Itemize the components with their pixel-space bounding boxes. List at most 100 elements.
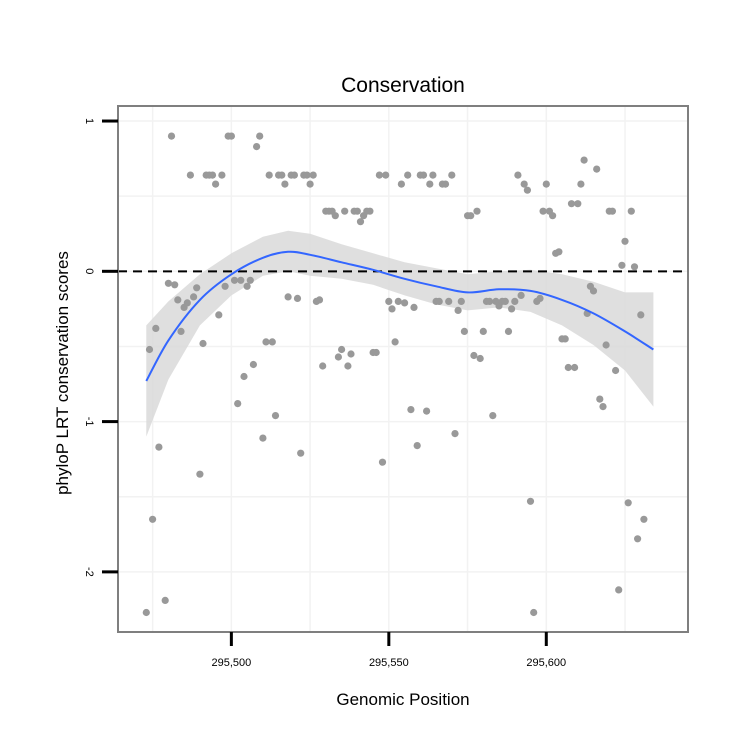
data-point — [530, 608, 538, 617]
data-point — [278, 171, 286, 179]
data-point — [319, 362, 327, 370]
data-point — [457, 297, 465, 305]
data-point — [577, 180, 585, 188]
x-axis: 295,500 295,550 295,600 — [211, 632, 566, 669]
data-point — [391, 338, 399, 346]
data-point — [435, 297, 443, 305]
data-point — [284, 293, 292, 301]
data-point — [262, 338, 270, 346]
data-point — [186, 171, 194, 179]
data-point — [366, 207, 374, 215]
data-point — [297, 449, 305, 457]
y-axis-label: phyloP LRT conservation scores — [53, 251, 72, 495]
data-point — [523, 186, 532, 194]
data-point — [404, 171, 412, 179]
data-point — [253, 143, 261, 151]
data-point — [567, 200, 576, 208]
chart-title: Conservation — [341, 74, 465, 97]
data-point — [630, 263, 639, 271]
data-point — [476, 354, 484, 363]
y-tick-label: 0 — [83, 268, 95, 274]
data-point — [504, 327, 513, 335]
data-point — [237, 276, 245, 284]
data-point — [315, 296, 324, 304]
data-point — [501, 297, 509, 305]
data-point — [536, 294, 544, 302]
data-point — [293, 294, 302, 302]
data-point — [167, 132, 176, 140]
data-point — [249, 360, 257, 369]
data-point — [555, 248, 563, 256]
data-point — [183, 299, 191, 307]
data-point — [240, 372, 248, 381]
data-point — [520, 180, 528, 188]
panel-border — [117, 105, 689, 633]
data-point — [470, 351, 478, 360]
data-point — [397, 180, 405, 188]
data-point — [164, 279, 172, 287]
data-point — [227, 132, 235, 140]
data-point — [413, 442, 421, 450]
data-point — [290, 171, 298, 179]
data-point — [615, 586, 623, 594]
smooth-line — [145, 250, 654, 382]
data-point — [378, 458, 387, 466]
confidence-band-layer — [146, 230, 654, 437]
data-point — [256, 132, 264, 140]
data-point — [208, 171, 217, 179]
data-point — [637, 311, 645, 319]
data-point — [410, 303, 418, 311]
data-point — [539, 207, 547, 215]
data-point — [549, 212, 557, 220]
data-point — [152, 324, 160, 332]
data-point — [265, 171, 273, 179]
data-point — [426, 180, 434, 188]
data-point — [574, 200, 582, 208]
data-point — [215, 311, 223, 319]
data-point — [602, 341, 610, 349]
data-point — [303, 171, 311, 179]
data-point — [177, 327, 185, 335]
data-points — [142, 132, 648, 617]
data-point — [589, 287, 598, 295]
data-point — [542, 180, 550, 188]
data-point — [561, 335, 569, 343]
data-point — [334, 353, 342, 361]
data-point — [344, 362, 352, 370]
data-point — [212, 180, 220, 188]
data-point — [401, 299, 409, 307]
data-point — [612, 366, 620, 375]
data-point — [473, 207, 481, 215]
data-point — [338, 345, 346, 354]
data-point — [423, 407, 431, 415]
data-point — [347, 350, 355, 358]
data-point — [429, 171, 437, 179]
data-point — [489, 412, 497, 420]
data-point — [517, 291, 525, 299]
data-point — [634, 535, 642, 543]
data-point — [142, 608, 150, 617]
data-point — [353, 207, 361, 215]
data-point — [486, 297, 494, 305]
data-point — [419, 171, 428, 179]
data-point — [640, 515, 648, 523]
data-point — [221, 282, 229, 290]
y-tick-label: -2 — [83, 567, 95, 577]
data-point — [309, 171, 317, 179]
data-point — [281, 180, 289, 188]
data-point — [196, 470, 204, 478]
data-point — [451, 430, 459, 438]
data-point — [306, 180, 314, 188]
data-point — [627, 207, 635, 215]
data-point — [243, 282, 251, 290]
data-point — [454, 306, 462, 314]
y-tick-label: 1 — [83, 118, 95, 124]
data-point — [218, 171, 226, 179]
data-point — [508, 305, 516, 313]
data-point — [571, 363, 579, 372]
data-point — [624, 499, 632, 507]
data-point — [467, 212, 475, 220]
data-point — [149, 515, 157, 523]
y-axis: 1 0 -1 -2 — [83, 118, 118, 577]
data-point — [448, 171, 456, 179]
